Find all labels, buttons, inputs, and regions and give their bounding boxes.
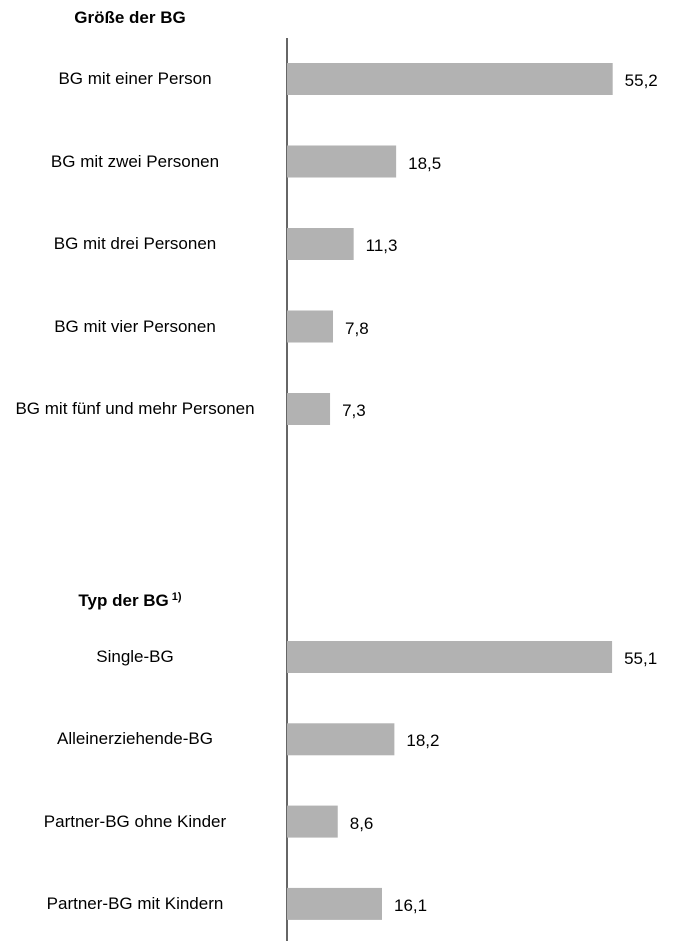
value-label: 11,3 — [365, 236, 398, 255]
category-label: Alleinerziehende-BG — [57, 729, 213, 749]
category-label: Single-BG — [96, 647, 174, 666]
section-title: Größe der BG — [0, 8, 260, 28]
category-label: Partner-BG mit Kindern — [46, 893, 224, 913]
section-title-text: Typ der BG — [78, 591, 169, 610]
bar — [287, 805, 338, 838]
section-title: Typ der BG 1) — [0, 591, 260, 611]
value-label: 8,6 — [349, 813, 374, 833]
bar — [287, 641, 613, 673]
category-label: BG mit zwei Personen — [50, 151, 220, 171]
value-label: 7,8 — [345, 318, 369, 338]
value-label: 18,5 — [408, 153, 442, 173]
bar — [287, 887, 382, 920]
bar — [287, 63, 613, 95]
bar — [287, 310, 334, 343]
footnote-mark: 1) — [171, 591, 182, 603]
value-label: 55,2 — [624, 71, 658, 90]
category-label: BG mit fünf und mehr Personen — [15, 399, 255, 418]
bar — [287, 228, 354, 260]
value-label: 18,2 — [406, 731, 440, 751]
category-label: Partner-BG ohne Kinder — [43, 811, 227, 831]
bar — [287, 145, 397, 178]
value-label: 55,1 — [624, 649, 658, 668]
category-label: BG mit drei Personen — [53, 234, 217, 253]
value-label: 7,3 — [342, 401, 366, 420]
bar — [287, 723, 395, 756]
category-label: BG mit einer Person — [58, 69, 212, 88]
section-title-text: Größe der BG — [74, 8, 186, 27]
value-label: 16,1 — [393, 895, 428, 915]
category-label: BG mit vier Personen — [54, 316, 216, 336]
bar — [287, 393, 331, 425]
